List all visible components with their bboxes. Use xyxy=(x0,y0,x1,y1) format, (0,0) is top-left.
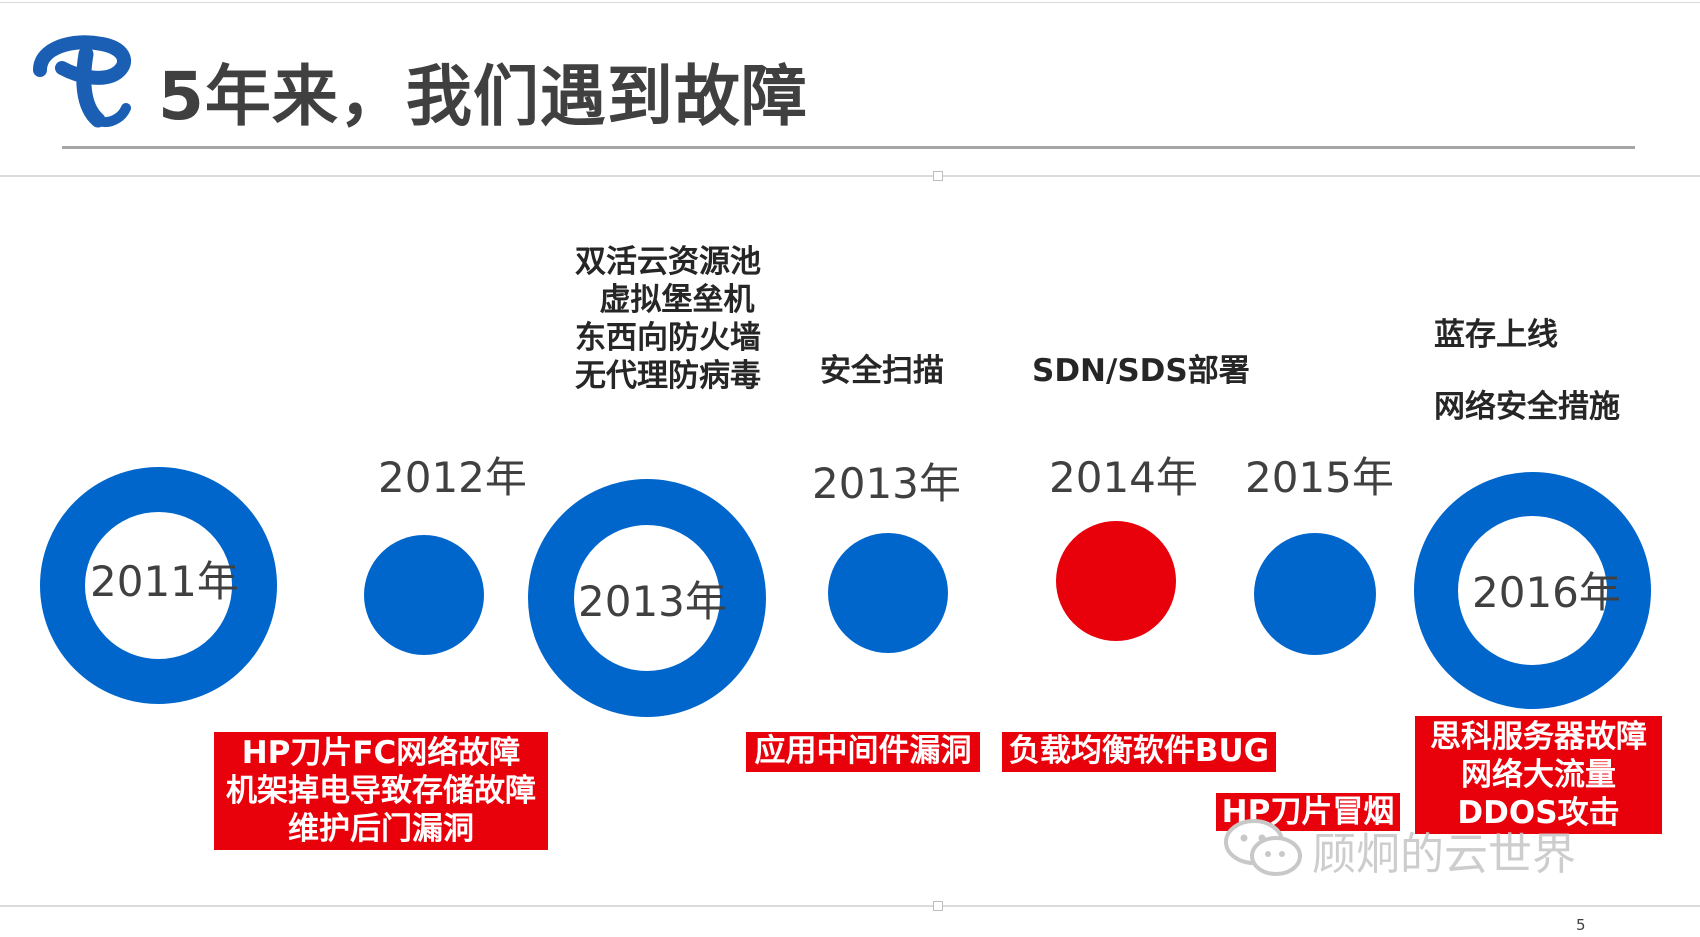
watermark-text: 顾炯的云世界 xyxy=(1312,829,1576,880)
title-underline xyxy=(62,146,1635,149)
year-dot-2014 xyxy=(1056,521,1176,641)
milestone-2014-sdn: SDN/SDS部署 xyxy=(1032,353,1250,389)
milestone-2013-security-scan: 安全扫描 xyxy=(820,353,944,389)
wechat-icon xyxy=(1224,819,1302,876)
year-label-2013: 2013年 xyxy=(812,459,961,508)
china-telecom-logo-icon xyxy=(33,35,131,128)
year-label-2016: 2016年 xyxy=(1472,568,1621,617)
selection-top-edge xyxy=(0,175,1700,177)
milestone-item: 虚拟堡垒机 xyxy=(599,282,755,318)
top-border xyxy=(0,2,1700,3)
year-label-2014: 2014年 xyxy=(1049,453,1198,502)
milestone-2016-item-1: 蓝存上线 xyxy=(1434,317,1558,353)
page-number: 5 xyxy=(1576,916,1586,934)
year-dot-2015 xyxy=(1254,533,1376,655)
incident-2013-box: 应用中间件漏洞 xyxy=(746,732,980,772)
year-label-2011: 2011年 xyxy=(90,557,239,606)
incident-item: DDOS攻击 xyxy=(1457,795,1620,831)
incident-2016-box: 思科服务器故障 网络大流量 DDOS攻击 xyxy=(1415,716,1662,834)
milestone-2016-item-2: 网络安全措施 xyxy=(1434,389,1620,425)
incident-item: HP刀片FC网络故障 xyxy=(241,735,521,771)
incident-item: 思科服务器故障 xyxy=(1430,719,1647,755)
incident-item: 维护后门漏洞 xyxy=(288,811,474,847)
milestone-2013-list: 双活云资源池 虚拟堡垒机 东西向防火墙 无代理防病毒 xyxy=(568,243,768,395)
milestone-item: 东西向防火墙 xyxy=(575,320,761,356)
year-dot-2012 xyxy=(364,535,484,655)
page-title: 5年来，我们遇到故障 xyxy=(158,58,808,135)
resize-handle-top[interactable] xyxy=(933,171,943,181)
incident-2014-box: 负载均衡软件BUG xyxy=(1002,732,1276,772)
year-dot-2013 xyxy=(828,533,948,653)
selection-bottom-edge xyxy=(0,905,1700,907)
year-label-2015: 2015年 xyxy=(1245,453,1394,502)
incident-item: 机架掉电导致存储故障 xyxy=(226,773,536,809)
year-label-2013-ring: 2013年 xyxy=(578,577,727,626)
milestone-item: 无代理防病毒 xyxy=(575,358,761,394)
incident-item: 网络大流量 xyxy=(1461,757,1616,793)
year-label-2012: 2012年 xyxy=(378,453,527,502)
resize-handle-bottom[interactable] xyxy=(933,901,943,911)
milestone-item: 双活云资源池 xyxy=(575,244,761,280)
incident-2012-box: HP刀片FC网络故障 机架掉电导致存储故障 维护后门漏洞 xyxy=(214,732,548,850)
